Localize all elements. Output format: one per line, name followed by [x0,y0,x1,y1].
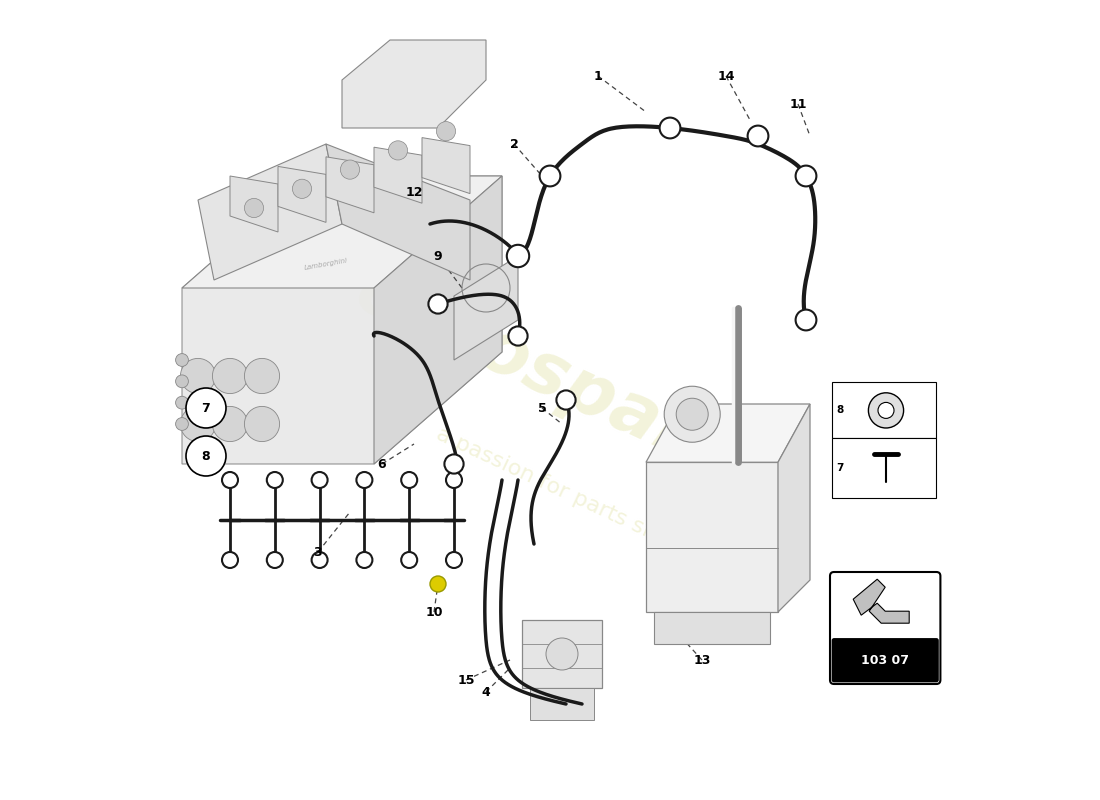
Circle shape [402,472,417,488]
Text: eurospares: eurospares [344,256,788,512]
Polygon shape [374,147,422,203]
Polygon shape [198,144,342,280]
Text: 103 07: 103 07 [861,654,910,666]
Circle shape [446,472,462,488]
FancyBboxPatch shape [832,638,938,682]
Circle shape [546,638,578,670]
Circle shape [356,552,373,568]
Polygon shape [326,144,470,280]
Circle shape [180,358,216,394]
Polygon shape [646,462,778,612]
Polygon shape [422,138,470,194]
Circle shape [180,406,216,442]
Circle shape [244,358,279,394]
Text: 1: 1 [594,70,603,82]
Text: 5: 5 [538,402,547,414]
Text: 9: 9 [433,250,442,262]
Polygon shape [230,176,278,232]
Text: 6: 6 [377,458,386,470]
Circle shape [795,310,816,330]
Text: 11: 11 [790,98,806,110]
Text: 12: 12 [405,186,422,198]
Text: a passion for parts since 1985: a passion for parts since 1985 [433,424,747,584]
Circle shape [676,398,708,430]
Polygon shape [374,176,502,464]
Circle shape [388,141,408,160]
Text: 13: 13 [693,654,711,666]
Circle shape [428,294,448,314]
Circle shape [748,126,769,146]
Circle shape [311,552,328,568]
Circle shape [311,472,328,488]
Text: 4: 4 [482,686,491,698]
Text: 2: 2 [509,138,518,150]
Circle shape [186,388,225,428]
Circle shape [557,390,575,410]
Text: 3: 3 [314,546,322,558]
Circle shape [795,166,816,186]
Text: 10: 10 [426,606,442,618]
Circle shape [244,198,264,218]
Polygon shape [182,176,502,288]
Circle shape [446,552,462,568]
Circle shape [267,552,283,568]
Circle shape [868,393,903,428]
Polygon shape [278,166,326,222]
Polygon shape [530,688,594,720]
Text: 14: 14 [717,70,735,82]
Circle shape [176,418,188,430]
Circle shape [186,436,225,476]
Circle shape [878,402,894,418]
Text: 15: 15 [458,674,475,686]
Text: 8: 8 [201,450,210,462]
Circle shape [267,472,283,488]
FancyBboxPatch shape [833,382,936,438]
Polygon shape [454,256,518,360]
Polygon shape [778,404,810,612]
Polygon shape [182,176,502,464]
Circle shape [430,576,446,592]
Circle shape [437,122,455,141]
Polygon shape [646,404,810,462]
Circle shape [176,375,188,388]
Text: Lamborghini: Lamborghini [304,258,349,270]
Polygon shape [522,620,602,688]
Circle shape [222,552,238,568]
Circle shape [244,406,279,442]
FancyBboxPatch shape [830,572,940,684]
Circle shape [540,166,560,186]
Circle shape [293,179,311,198]
Polygon shape [654,612,770,644]
Polygon shape [854,579,910,623]
Circle shape [664,386,720,442]
Circle shape [508,326,528,346]
Circle shape [176,354,188,366]
Circle shape [444,454,463,474]
Text: 7: 7 [837,463,844,473]
Text: 8: 8 [837,406,844,415]
Circle shape [212,406,248,442]
Circle shape [507,245,529,267]
Text: 7: 7 [201,402,210,414]
Circle shape [340,160,360,179]
Circle shape [212,358,248,394]
Circle shape [356,472,373,488]
Circle shape [176,396,188,409]
Polygon shape [342,40,486,128]
Circle shape [660,118,681,138]
Polygon shape [326,157,374,213]
Circle shape [222,472,238,488]
Circle shape [402,552,417,568]
FancyBboxPatch shape [833,438,936,498]
